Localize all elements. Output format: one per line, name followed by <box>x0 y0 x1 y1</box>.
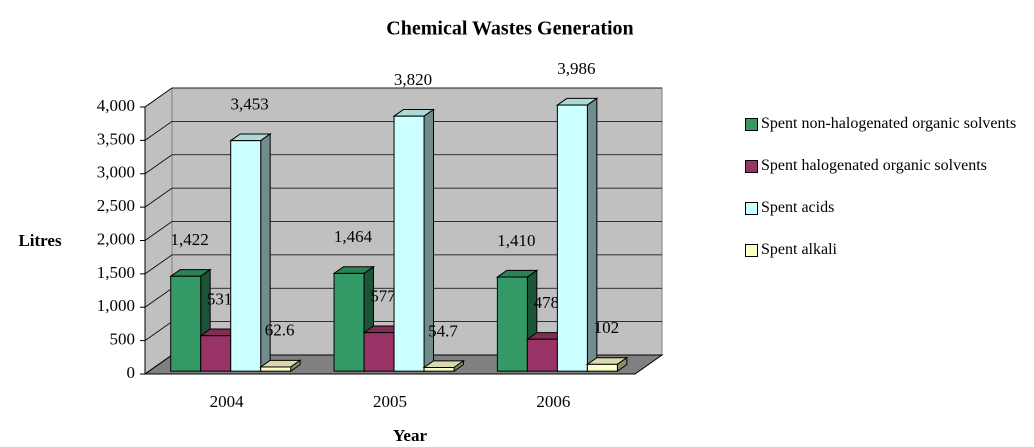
bar <box>333 272 365 372</box>
y-tick-label: 1,000 <box>97 296 135 315</box>
y-tick-label: 1,500 <box>97 263 135 282</box>
y-tick-label: 0 <box>127 363 136 382</box>
bar <box>260 366 292 372</box>
legend-label: Spent acids <box>761 199 835 216</box>
bar <box>363 332 395 372</box>
legend-item: Spent halogenated organic solvents <box>745 156 1030 176</box>
y-tick-label: 2,000 <box>97 229 135 248</box>
grid-line <box>144 87 662 108</box>
data-label: 54.7 <box>428 321 458 340</box>
y-axis-title: Litres <box>18 231 62 250</box>
data-label: 3,453 <box>231 94 269 113</box>
x-tick-label: 2006 <box>536 392 570 411</box>
grid-line <box>144 120 662 141</box>
bar <box>170 275 202 372</box>
y-tick-label: 3,500 <box>97 129 135 148</box>
bar <box>393 115 425 372</box>
y-tick-label: 2,500 <box>97 196 135 215</box>
data-label: 1,422 <box>171 230 209 249</box>
grid-line <box>144 154 662 175</box>
bar <box>496 276 528 372</box>
data-label: 102 <box>594 318 620 337</box>
bar <box>526 338 558 372</box>
chart-title: Chemical Wastes Generation <box>386 18 633 40</box>
x-tick-label: 2004 <box>210 392 245 411</box>
legend-swatch <box>745 244 758 257</box>
y-tick-label: 4,000 <box>97 96 135 115</box>
data-label: 3,986 <box>557 59 595 78</box>
legend-swatch <box>745 202 758 215</box>
data-label: 1,410 <box>497 231 535 250</box>
y-tick-label: 3,000 <box>97 163 135 182</box>
data-label: 1,464 <box>334 227 373 246</box>
legend-item: Spent acids <box>745 198 1030 218</box>
legend-label: Spent non-halogenated organic solvents <box>761 115 1017 132</box>
legend-item: Spent alkali <box>745 240 1030 260</box>
data-label: 62.6 <box>265 321 295 340</box>
grid-line <box>144 254 662 275</box>
data-label: 577 <box>370 286 396 305</box>
legend-swatch <box>745 160 758 173</box>
legend-item: Spent non-halogenated organic solvents <box>745 114 1030 134</box>
data-label: 3,820 <box>394 70 432 89</box>
y-tick-label: 500 <box>110 330 136 349</box>
legend-label: Spent halogenated organic solvents <box>761 157 987 174</box>
bar <box>423 366 455 372</box>
data-label: 531 <box>207 289 233 308</box>
legend: Spent non-halogenated organic solvents Sp… <box>745 114 1030 282</box>
x-axis-title: Year <box>393 426 427 445</box>
bar <box>230 140 262 372</box>
bar <box>556 104 588 372</box>
bar <box>586 363 618 372</box>
x-tick-label: 2005 <box>373 392 407 411</box>
data-label: 478 <box>534 293 560 312</box>
grid-line <box>144 221 662 241</box>
legend-swatch <box>745 118 758 131</box>
grid-line <box>144 187 662 208</box>
bar <box>200 335 232 372</box>
legend-label: Spent alkali <box>761 241 837 258</box>
